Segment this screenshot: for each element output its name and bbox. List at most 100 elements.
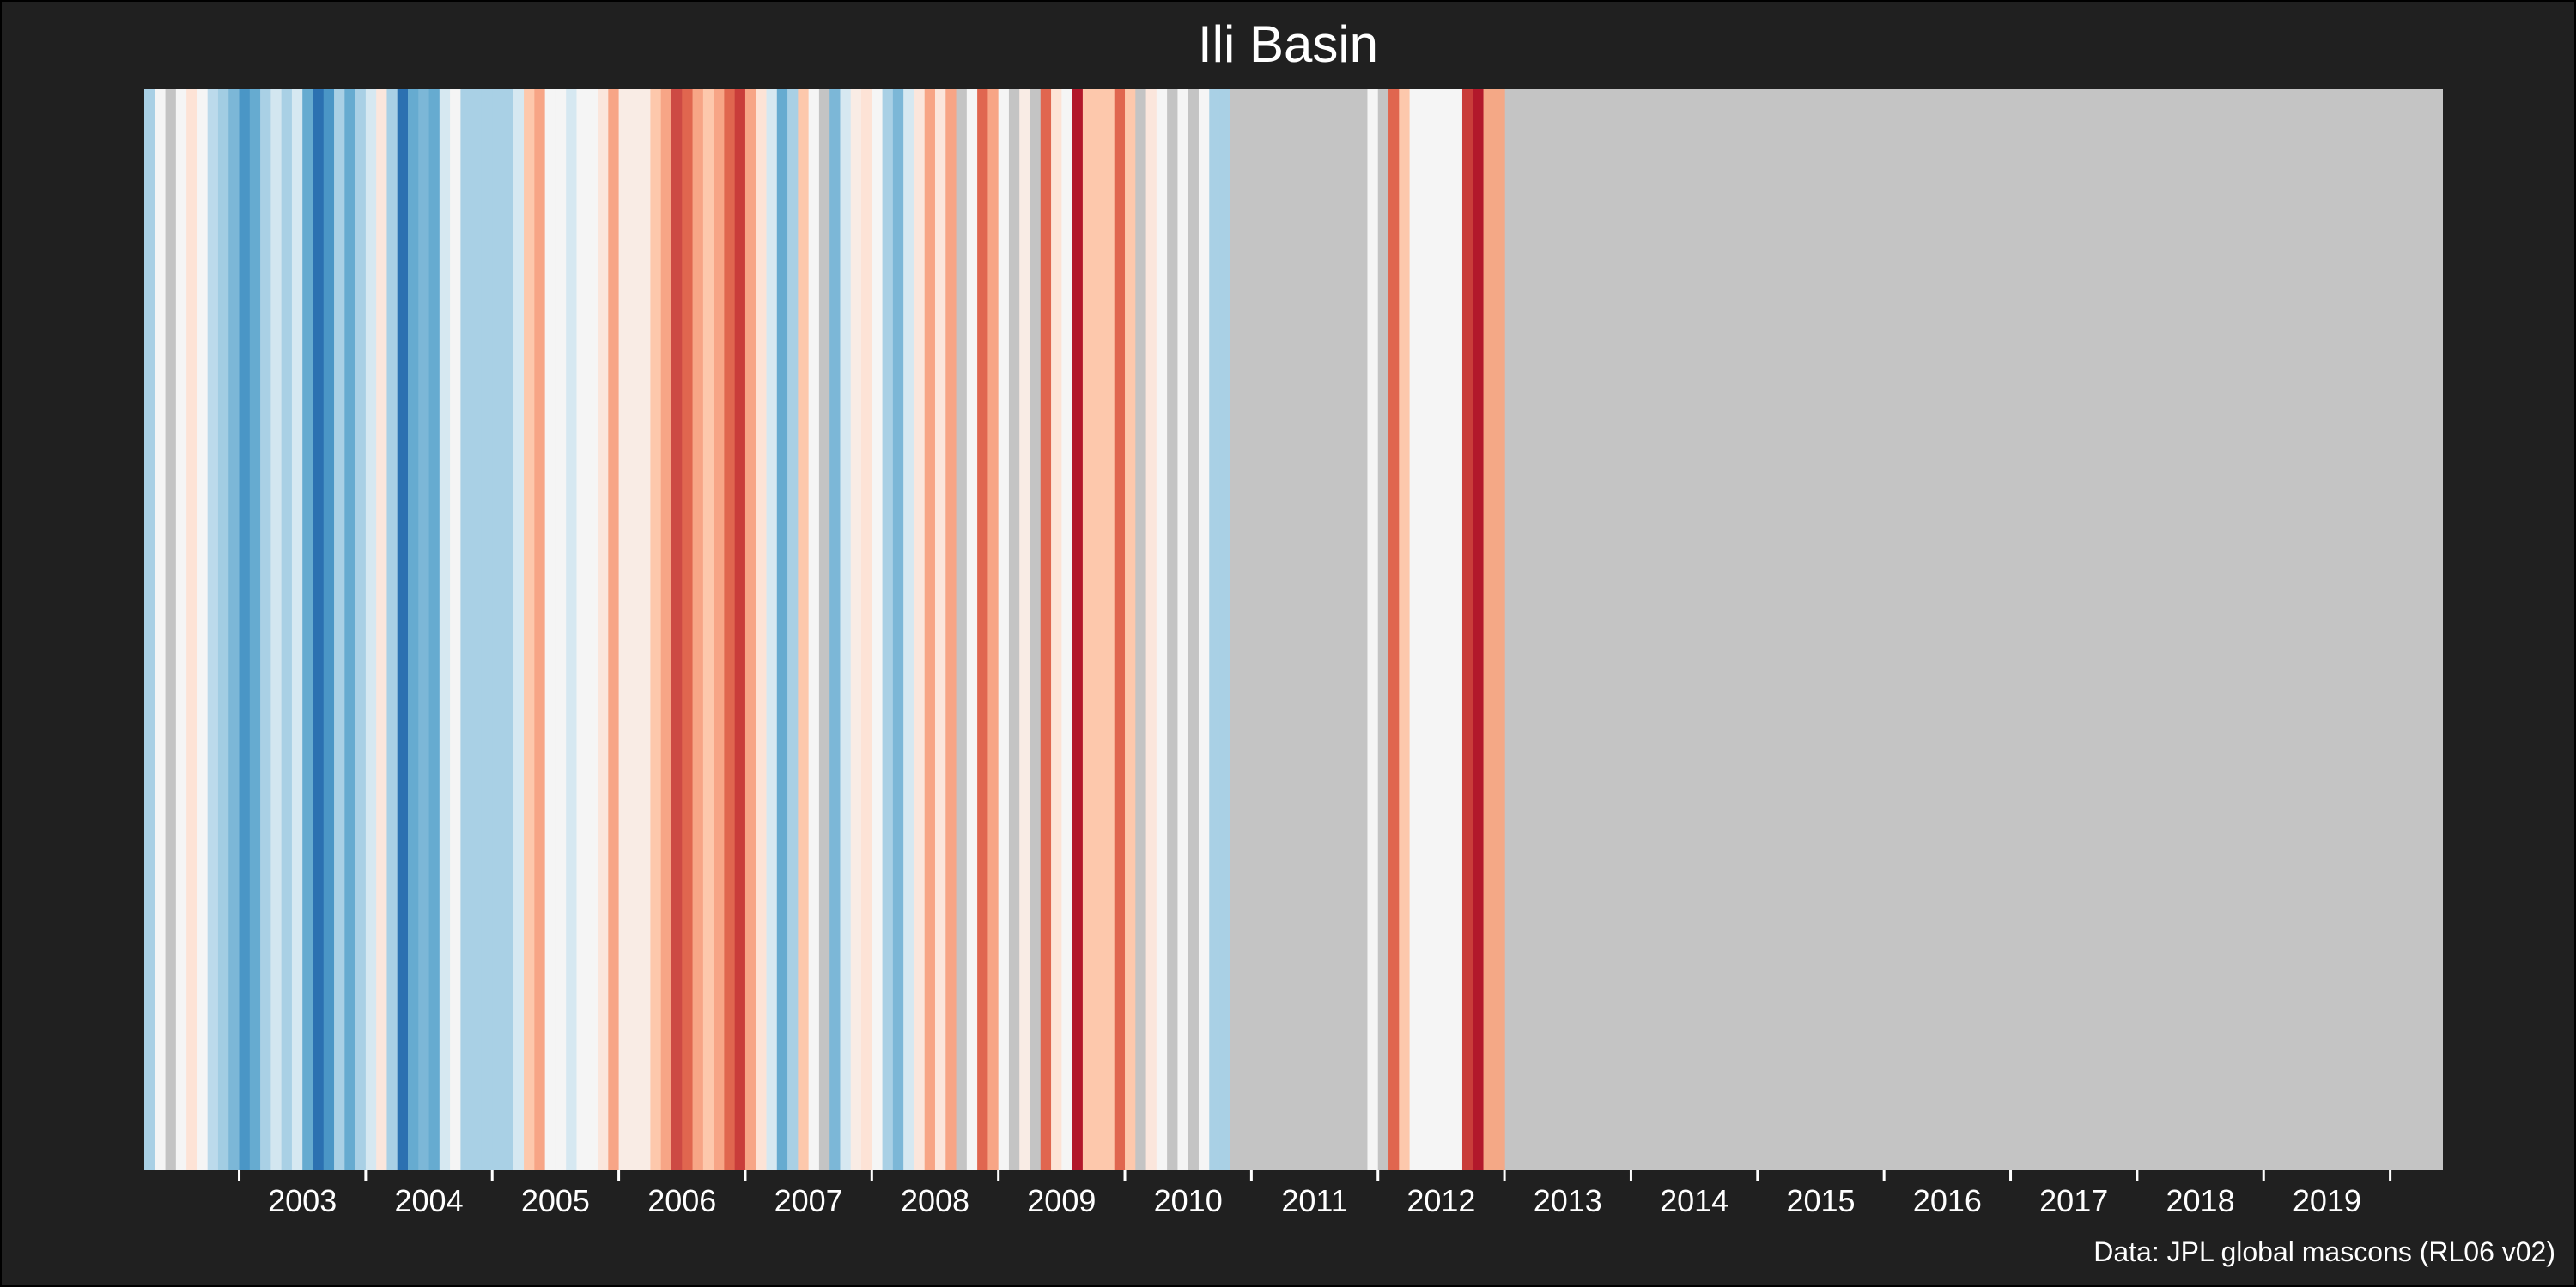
- stripe: [1008, 89, 1020, 1170]
- stripe: [334, 89, 345, 1170]
- stripe: [1335, 89, 1347, 1170]
- stripe: [534, 89, 546, 1170]
- stripe: [355, 89, 367, 1170]
- stripe: [1431, 89, 1443, 1170]
- stripe: [376, 89, 388, 1170]
- stripe: [1377, 89, 1389, 1170]
- stripe: [228, 89, 240, 1170]
- stripe: [1188, 89, 1200, 1170]
- stripe: [186, 89, 197, 1170]
- stripe: [882, 89, 894, 1170]
- x-tick-label: 2010: [1154, 1183, 1223, 1218]
- x-tick-label: 2013: [1534, 1183, 1602, 1218]
- stripe: [798, 89, 810, 1170]
- x-tick-label: 2017: [2039, 1183, 2108, 1218]
- stripe: [586, 89, 598, 1170]
- stripe: [513, 89, 525, 1170]
- stripe: [555, 89, 567, 1170]
- data-source-caption: Data: JPL global mascons (RL06 v02): [2093, 1236, 2555, 1267]
- stripe: [249, 89, 261, 1170]
- stripe: [544, 89, 556, 1170]
- stripe: [682, 89, 694, 1170]
- stripe: [270, 89, 283, 1170]
- stripe: [1461, 89, 1473, 1170]
- stripe: [1135, 89, 1147, 1170]
- stripe: [1441, 89, 1453, 1170]
- stripe: [1346, 89, 1358, 1170]
- stripe: [1315, 89, 1326, 1170]
- stripe: [481, 89, 493, 1170]
- stripe: [1040, 89, 1052, 1170]
- stripe: [1125, 89, 1136, 1170]
- stripe: [1293, 89, 1305, 1170]
- stripe: [323, 89, 335, 1170]
- stripe: [281, 89, 293, 1170]
- stripe: [714, 89, 725, 1170]
- stripe: [1493, 89, 1505, 1170]
- stripes-layer: [144, 89, 2443, 1170]
- stripe: [386, 89, 398, 1170]
- stripe: [492, 89, 504, 1170]
- stripe: [787, 89, 799, 1170]
- stripe: [1167, 89, 1179, 1170]
- stripe: [903, 89, 915, 1170]
- chart-title: Ili Basin: [1197, 15, 1379, 73]
- stripe: [872, 89, 884, 1170]
- stripe: [1251, 89, 1263, 1170]
- stripe: [998, 89, 1010, 1170]
- stripe: [1198, 89, 1210, 1170]
- stripe: [1177, 89, 1189, 1170]
- x-tick-label: 2009: [1027, 1183, 1096, 1218]
- stripe: [934, 89, 946, 1170]
- stripe: [734, 89, 746, 1170]
- stripe: [260, 89, 271, 1170]
- stripe: [576, 89, 588, 1170]
- stripe: [650, 89, 662, 1170]
- stripe: [977, 89, 988, 1170]
- stripe: [1261, 89, 1273, 1170]
- stripe: [1283, 89, 1295, 1170]
- stripe: [1419, 89, 1431, 1170]
- x-tick-label: 2006: [647, 1183, 716, 1218]
- x-tick-label: 2018: [2166, 1183, 2235, 1218]
- stripe: [155, 89, 167, 1170]
- stripe: [987, 89, 999, 1170]
- stripe: [165, 89, 177, 1170]
- stripe: [776, 89, 788, 1170]
- stripe: [1357, 89, 1369, 1170]
- x-tick-label: 2003: [268, 1183, 337, 1218]
- x-tick-label: 2014: [1660, 1183, 1728, 1218]
- stripe: [850, 89, 862, 1170]
- stripe: [1051, 89, 1062, 1170]
- stripe: [502, 89, 514, 1170]
- x-tick-label: 2019: [2293, 1183, 2361, 1218]
- stripe: [1019, 89, 1031, 1170]
- x-tick-label: 2016: [1913, 1183, 1982, 1218]
- stripe: [660, 89, 672, 1170]
- stripe: [566, 89, 578, 1170]
- stripe: [302, 89, 314, 1170]
- stripe: [945, 89, 957, 1170]
- stripe: [1409, 89, 1421, 1170]
- stripe: [766, 89, 778, 1170]
- stripe: [197, 89, 209, 1170]
- stripe: [724, 89, 736, 1170]
- stripe: [1103, 89, 1115, 1170]
- stripe: [1303, 89, 1315, 1170]
- stripe: [217, 89, 229, 1170]
- stripe: [1030, 89, 1042, 1170]
- stripe: [671, 89, 683, 1170]
- stripe: [313, 89, 325, 1170]
- x-tick-label: 2008: [901, 1183, 969, 1218]
- stripe: [344, 89, 356, 1170]
- stripe: [1230, 89, 1242, 1170]
- x-axis: 2003 2004 2005 2006 2007 2008 2009 2010 2011 2012…: [238, 1170, 2392, 1218]
- stripe: [618, 89, 630, 1170]
- stripe: [702, 89, 714, 1170]
- stripe: [1082, 89, 1094, 1170]
- stripe: [397, 89, 409, 1170]
- stripe: [1241, 89, 1252, 1170]
- stripe: [829, 89, 841, 1170]
- stripe: [175, 89, 187, 1170]
